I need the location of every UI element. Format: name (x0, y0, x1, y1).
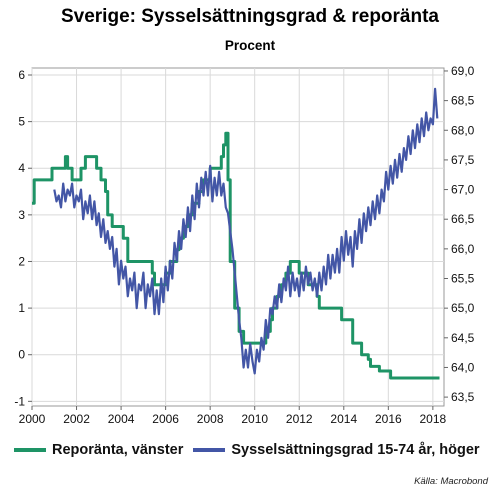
right-tick-label: 66,5 (451, 212, 475, 226)
legend-label-sysselsattningsgrad: Sysselsättningsgrad 15-74 år, höger (231, 442, 480, 458)
x-tick-label: 2000 (19, 412, 46, 426)
right-axis: 69,0 68,5 68,0 67,5 67,0 66,5 66,0 65,5 65,0 64,5… (444, 64, 475, 404)
left-tick-label: 0 (18, 348, 25, 362)
right-tick-label: 65,5 (451, 272, 475, 286)
right-tick-label: 67,5 (451, 153, 475, 167)
legend-item-reporanta: Reporänta, vänster (14, 442, 183, 458)
right-tick-label: 68,0 (451, 123, 475, 137)
series-group (32, 87, 440, 380)
left-tick-label: 1 (18, 301, 25, 315)
x-tick-label: 2014 (330, 412, 357, 426)
legend-swatch-reporanta (14, 448, 46, 452)
x-tick-label: 2012 (286, 412, 313, 426)
x-axis: 2000 2002 2004 2006 2008 2010 2012 2014 2016 2018 (19, 406, 447, 426)
plot-area (31, 67, 445, 407)
right-tick-label: 67,0 (451, 183, 475, 197)
left-tick-label: 5 (18, 115, 25, 129)
right-tick-label: 66,0 (451, 242, 475, 256)
source-note: Källa: Macrobond (414, 476, 488, 487)
legend: Reporänta, vänster Sysselsättningsgrad 1… (14, 442, 494, 458)
right-tick-label: 68,5 (451, 94, 475, 108)
x-tick-label: 2018 (420, 412, 447, 426)
right-tick-label: 64,5 (451, 331, 475, 345)
right-tick-label: 69,0 (451, 64, 475, 78)
left-tick-label: 3 (18, 208, 25, 222)
left-axis: 6 5 4 3 2 1 0 -1 (14, 68, 32, 408)
right-tick-label: 64,0 (451, 360, 475, 374)
x-tick-label: 2006 (152, 412, 179, 426)
right-tick-label: 63,5 (451, 390, 475, 404)
x-tick-label: 2004 (108, 412, 135, 426)
x-tick-label: 2008 (197, 412, 224, 426)
x-tick-label: 2016 (375, 412, 402, 426)
x-tick-label: 2010 (241, 412, 268, 426)
left-tick-label: -1 (14, 394, 25, 408)
right-tick-label: 65,0 (451, 301, 475, 315)
chart-subtitle: Procent (224, 38, 276, 53)
legend-label-reporanta: Reporänta, vänster (52, 442, 184, 458)
x-tick-label: 2002 (63, 412, 90, 426)
left-tick-label: 6 (18, 68, 25, 82)
series-line-sysselsattningsgrad (53, 87, 439, 375)
left-tick-label: 4 (18, 161, 25, 175)
chart-title: Sverige: Sysselsättningsgrad & reporänta (60, 6, 439, 27)
left-tick-label: 2 (18, 254, 25, 268)
legend-item-sysselsattningsgrad: Sysselsättningsgrad 15-74 år, höger (193, 442, 480, 458)
legend-swatch-sysselsattningsgrad (193, 448, 226, 452)
